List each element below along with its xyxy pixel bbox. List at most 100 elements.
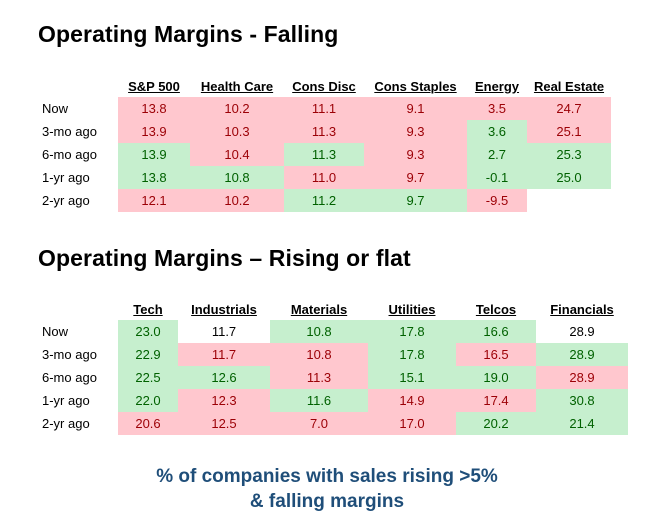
footer-line-1: % of companies with sales rising >5% <box>156 466 498 487</box>
table-cell: 22.5 <box>118 366 178 389</box>
table-cell: 3.5 <box>467 97 527 120</box>
table-cell: 11.0 <box>284 166 364 189</box>
table-cell: 11.3 <box>284 143 364 166</box>
column-header: Telcos <box>475 302 517 317</box>
table-cell: 13.9 <box>118 120 190 143</box>
column-header: Materials <box>290 302 348 317</box>
table-cell: 25.1 <box>527 120 611 143</box>
column-header: Utilities <box>388 302 436 317</box>
table-cell: 11.6 <box>270 389 368 412</box>
table-cell: 10.2 <box>190 189 284 212</box>
table-cell: 13.8 <box>118 166 190 189</box>
table-cell: 16.6 <box>456 320 536 343</box>
row-label: 6-mo ago <box>42 370 97 385</box>
header-row: Tech Industrials Materials Utilities Telcos F… <box>38 300 628 320</box>
table-row: Now 13.8 10.2 11.1 9.1 3.5 24.7 <box>38 97 611 120</box>
table-row: 6-mo ago 13.9 10.4 11.3 9.3 2.7 25.3 <box>38 143 611 166</box>
row-label: Now <box>42 101 69 116</box>
table-cell: 17.4 <box>456 389 536 412</box>
table-cell: 12.6 <box>178 366 270 389</box>
table-cell: 28.9 <box>569 324 595 339</box>
section2-title: Operating Margins – Rising or flat <box>38 245 411 271</box>
rising-margins-table: Tech Industrials Materials Utilities Telcos F… <box>38 300 628 435</box>
table-cell: 10.8 <box>270 343 368 366</box>
row-label: 1-yr ago <box>42 170 90 185</box>
table-cell: 12.5 <box>178 412 270 435</box>
table-cell: 14.9 <box>368 389 456 412</box>
table-cell: 17.8 <box>368 343 456 366</box>
table-cell: 15.1 <box>368 366 456 389</box>
table-cell: 30.8 <box>536 389 628 412</box>
row-label: 2-yr ago <box>42 416 90 431</box>
row-label: 3-mo ago <box>42 124 97 139</box>
column-header: Tech <box>133 302 163 317</box>
table-row: Now 23.0 11.7 10.8 17.8 16.6 28.9 <box>38 320 628 343</box>
table-cell: 10.8 <box>190 166 284 189</box>
row-label: 2-yr ago <box>42 193 90 208</box>
table-cell: 25.0 <box>527 166 611 189</box>
table-cell: 11.7 <box>211 324 237 339</box>
table-cell: -0.1 <box>467 166 527 189</box>
table-cell: 11.7 <box>178 343 270 366</box>
table-cell: 19.0 <box>456 366 536 389</box>
table-cell: 17.8 <box>368 320 456 343</box>
table-cell: 2.7 <box>467 143 527 166</box>
table-cell: 20.2 <box>456 412 536 435</box>
column-header: S&P 500 <box>128 79 180 94</box>
table-cell: 23.0 <box>118 320 178 343</box>
column-header: Real Estate <box>533 79 605 94</box>
table-cell: 7.0 <box>270 412 368 435</box>
table-cell: 24.7 <box>527 97 611 120</box>
table-cell: 9.7 <box>364 166 467 189</box>
table-cell: 28.9 <box>536 366 628 389</box>
falling-margins-table: S&P 500 Health Care Cons Disc Cons Staples E… <box>38 77 611 212</box>
table-cell: 9.7 <box>364 189 467 212</box>
table-cell: 10.4 <box>190 143 284 166</box>
table-cell: 17.0 <box>368 412 456 435</box>
table-cell: 13.8 <box>118 97 190 120</box>
row-label: 6-mo ago <box>42 147 97 162</box>
row-label: 1-yr ago <box>42 393 90 408</box>
table-row: 1-yr ago 13.8 10.8 11.0 9.7 -0.1 25.0 <box>38 166 611 189</box>
table-cell: 10.8 <box>270 320 368 343</box>
table-row: 2-yr ago 20.6 12.5 7.0 17.0 20.2 21.4 <box>38 412 628 435</box>
footer-caption: % of companies with sales rising >5% & f… <box>0 464 654 514</box>
table-row: 2-yr ago 12.1 10.2 11.2 9.7 -9.5 <box>38 189 611 212</box>
table-cell: 10.2 <box>190 97 284 120</box>
table-cell: 16.5 <box>456 343 536 366</box>
column-header: Financials <box>550 302 614 317</box>
table-row: 1-yr ago 22.0 12.3 11.6 14.9 17.4 30.8 <box>38 389 628 412</box>
table-cell: 12.3 <box>178 389 270 412</box>
table-cell: 11.3 <box>284 120 364 143</box>
table-cell: 11.2 <box>284 189 364 212</box>
table-cell: 22.0 <box>118 389 178 412</box>
column-header: Health Care <box>200 79 274 94</box>
table-cell: 9.1 <box>364 97 467 120</box>
table-cell: 21.4 <box>536 412 628 435</box>
table-cell: 13.9 <box>118 143 190 166</box>
table-cell: 11.3 <box>270 366 368 389</box>
table-row: 6-mo ago 22.5 12.6 11.3 15.1 19.0 28.9 <box>38 366 628 389</box>
header-row: S&P 500 Health Care Cons Disc Cons Staples E… <box>38 77 611 97</box>
section1-title: Operating Margins - Falling <box>38 21 339 47</box>
table-cell: 9.3 <box>364 143 467 166</box>
row-label: 3-mo ago <box>42 347 97 362</box>
table-cell: 9.3 <box>364 120 467 143</box>
table-cell: 28.9 <box>536 343 628 366</box>
table-cell <box>527 189 611 212</box>
table-row: 3-mo ago 22.9 11.7 10.8 17.8 16.5 28.9 <box>38 343 628 366</box>
table-cell: 22.9 <box>118 343 178 366</box>
table-cell: 3.6 <box>467 120 527 143</box>
table-cell: 11.1 <box>284 97 364 120</box>
row-label: Now <box>42 324 69 339</box>
table-cell: 12.1 <box>118 189 190 212</box>
table-cell: 25.3 <box>527 143 611 166</box>
column-header: Cons Staples <box>374 79 457 94</box>
row-header-corner <box>38 300 118 320</box>
column-header: Industrials <box>191 302 257 317</box>
table-cell: 20.6 <box>118 412 178 435</box>
table-cell: -9.5 <box>467 189 527 212</box>
column-header: Cons Disc <box>292 79 356 94</box>
table-cell: 10.3 <box>190 120 284 143</box>
table-row: 3-mo ago 13.9 10.3 11.3 9.3 3.6 25.1 <box>38 120 611 143</box>
